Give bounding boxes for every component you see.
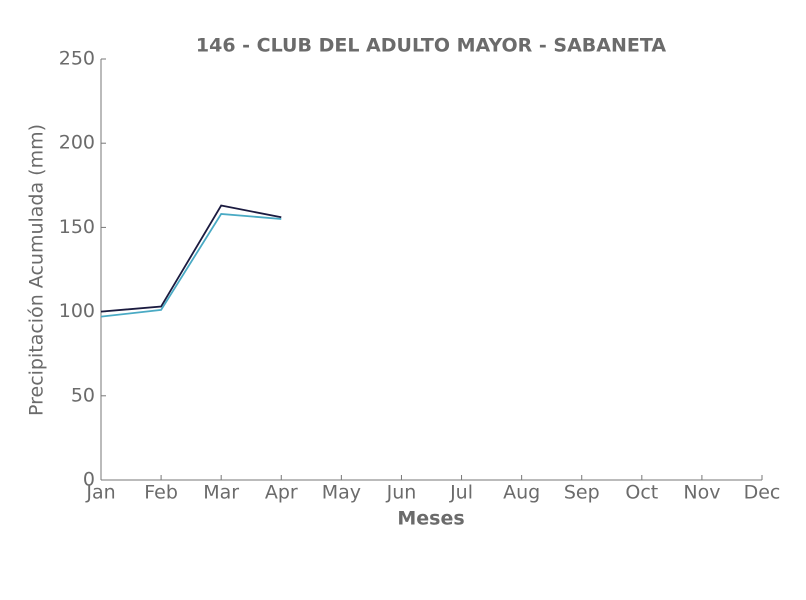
y-tick-label: 150	[59, 216, 95, 238]
y-axis-label: Precipitación Acumulada (mm)	[26, 124, 48, 416]
x-tick-label: Jun	[386, 482, 417, 504]
y-tick-label: 250	[59, 48, 95, 70]
y-tick-label: 200	[59, 132, 95, 154]
x-tick-label: Jan	[85, 482, 115, 504]
y-tick-label: 50	[71, 384, 95, 406]
x-tick-label: Feb	[144, 482, 178, 504]
x-tick-label: Nov	[683, 482, 720, 504]
line-series	[100, 212, 282, 318]
x-tick-label: Oct	[625, 482, 658, 504]
x-tick-label: Dec	[744, 482, 781, 504]
x-tick-label: Jul	[449, 482, 473, 504]
line-series	[100, 204, 282, 313]
x-tick-label: Aug	[503, 482, 540, 504]
x-tick-label: Mar	[203, 482, 239, 504]
y-tick-label: 0	[83, 469, 95, 491]
x-tick-label: Sep	[564, 482, 600, 504]
chart-title: 146 - CLUB DEL ADULTO MAYOR - SABANETA	[196, 35, 666, 57]
x-axis-label: Meses	[397, 508, 464, 530]
x-tick-label: Apr	[265, 482, 298, 504]
y-tick-label: 100	[59, 300, 95, 322]
x-tick-label: May	[322, 482, 361, 504]
